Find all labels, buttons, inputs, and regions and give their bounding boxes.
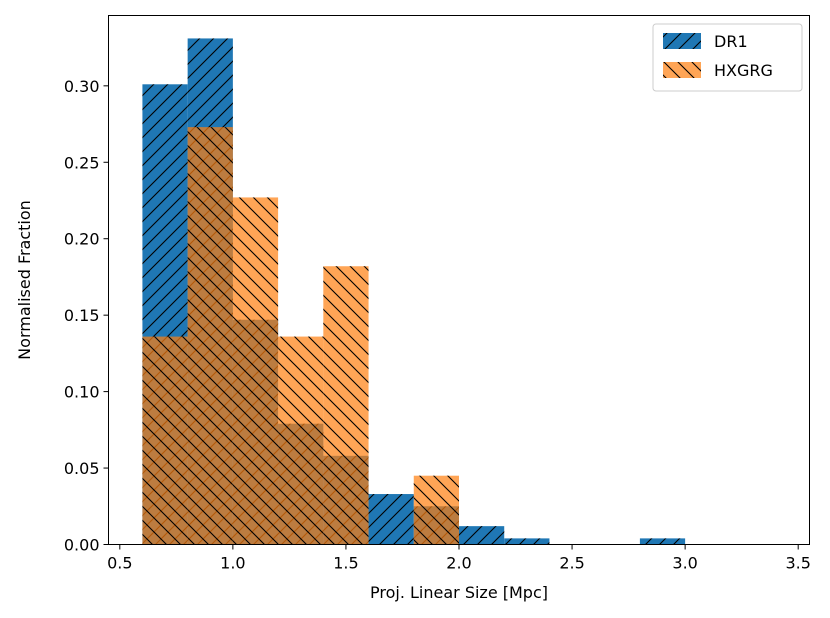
legend-entry-hxgrg: HXGRG bbox=[663, 61, 773, 80]
legend-swatch-dr1-hatch bbox=[663, 33, 701, 49]
bar-dr1-bin-7 bbox=[459, 526, 505, 545]
bar-dr1-bin-5 bbox=[368, 494, 414, 545]
x-tick-label: 3.0 bbox=[672, 554, 697, 573]
x-tick-label: 3.5 bbox=[785, 554, 810, 573]
bar-hatch bbox=[459, 526, 505, 545]
bar-hxgrg-bin-0 bbox=[142, 336, 188, 545]
x-tick-label: 2.5 bbox=[559, 554, 584, 573]
y-tick-label: 0.10 bbox=[64, 383, 100, 402]
legend-entry-dr1: DR1 bbox=[663, 32, 748, 51]
y-tick-label: 0.25 bbox=[64, 153, 100, 172]
x-tick-label: 1.5 bbox=[333, 554, 358, 573]
bar-hatch bbox=[413, 475, 459, 545]
legend-label-hxgrg: HXGRG bbox=[714, 61, 773, 80]
bar-hatch bbox=[232, 197, 279, 545]
bar-dr1-bin-8 bbox=[504, 538, 550, 545]
y-axis-label: Normalised Fraction bbox=[15, 200, 34, 360]
y-tick-label: 0.05 bbox=[64, 459, 100, 478]
y-tick-label: 0.00 bbox=[64, 536, 100, 555]
y-tick-label: 0.30 bbox=[64, 77, 100, 96]
bar-hatch bbox=[639, 538, 686, 545]
y-tick-label: 0.15 bbox=[64, 306, 100, 325]
x-tick-label: 2.0 bbox=[446, 554, 471, 573]
bars-layer bbox=[142, 38, 686, 545]
bar-hatch bbox=[368, 494, 414, 545]
legend-label-dr1: DR1 bbox=[714, 32, 748, 51]
bar-hxgrg-bin-4 bbox=[323, 266, 369, 545]
bar-hatch bbox=[142, 336, 188, 545]
plot-frame bbox=[108, 15, 810, 545]
x-tick-labels: 0.5 1.0 1.5 2.0 2.5 3.0 3.5 bbox=[107, 554, 811, 573]
bar-hatch bbox=[278, 336, 324, 545]
bar-hatch bbox=[504, 538, 550, 545]
y-tick-label: 0.20 bbox=[64, 230, 100, 249]
x-tick-label: 1.0 bbox=[220, 554, 245, 573]
bar-hatch bbox=[187, 127, 233, 545]
tick-marks bbox=[103, 85, 799, 550]
bar-hxgrg-bin-2 bbox=[232, 197, 279, 545]
y-tick-labels: 0.00 0.05 0.10 0.15 0.20 0.25 0.30 bbox=[64, 77, 100, 555]
bar-hxgrg-bin-6 bbox=[413, 475, 459, 545]
bar-hxgrg-bin-1 bbox=[187, 127, 233, 545]
legend-swatch-hxgrg-hatch bbox=[663, 62, 701, 78]
bar-hxgrg-bin-3 bbox=[278, 336, 324, 545]
legend: DR1 HXGRG bbox=[652, 23, 803, 92]
bar-hatch bbox=[323, 266, 369, 545]
x-tick-label: 0.5 bbox=[107, 554, 132, 573]
x-axis-label: Proj. Linear Size [Mpc] bbox=[370, 583, 548, 602]
bar-dr1-bin-11 bbox=[639, 538, 686, 545]
